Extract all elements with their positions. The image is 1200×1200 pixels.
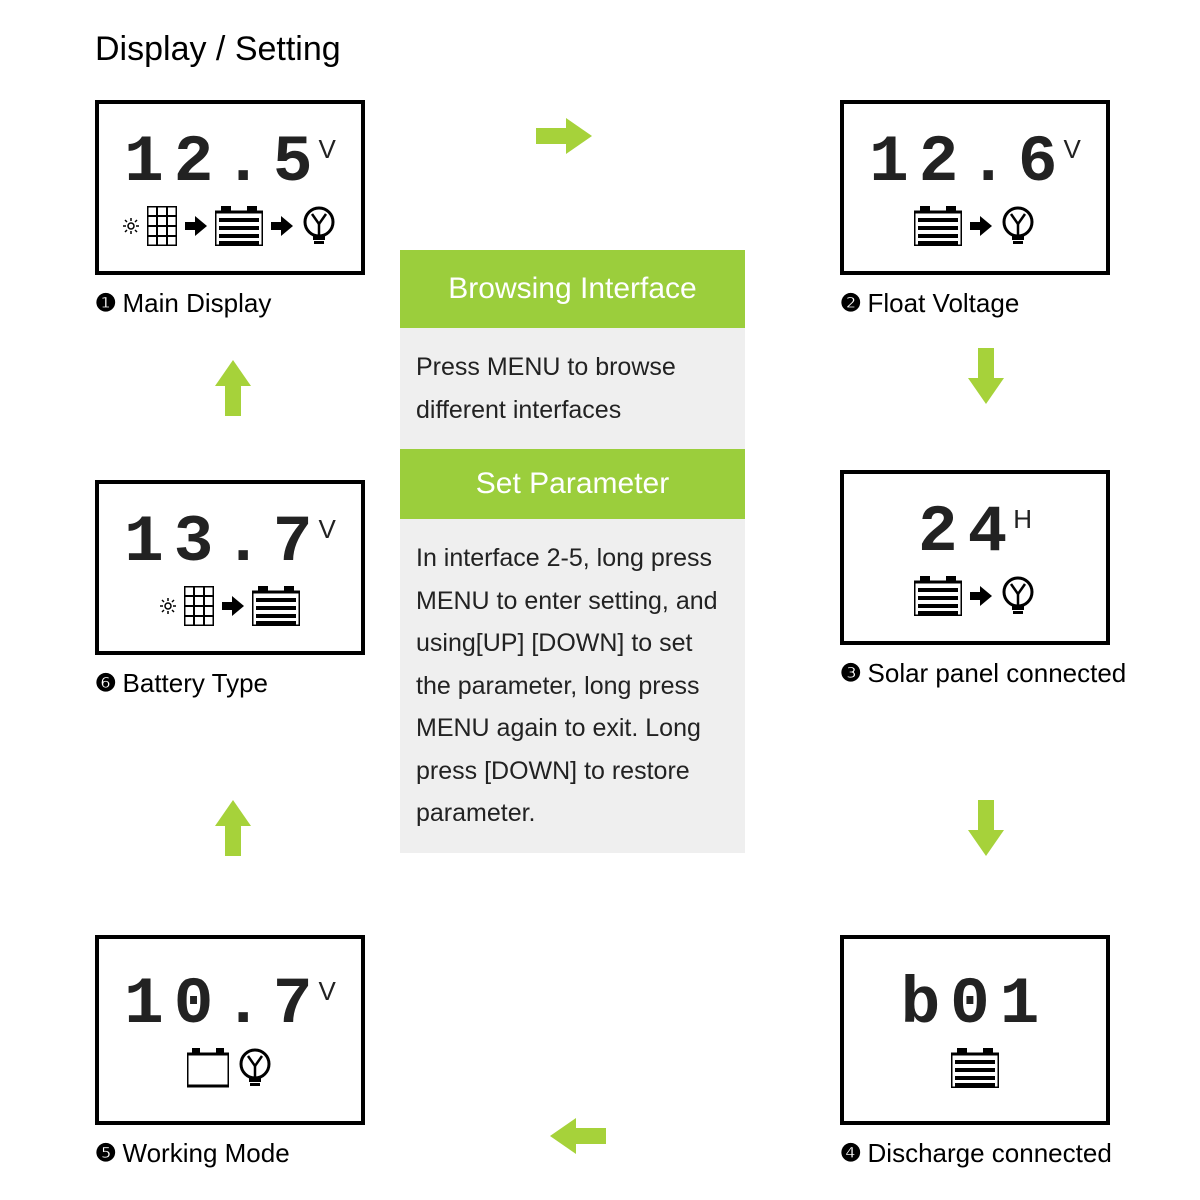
unit: H: [1013, 506, 1032, 532]
flow-arrow-icon: [968, 348, 1004, 404]
flow-arrow-icon: [215, 360, 251, 416]
sun-icon: [123, 218, 139, 234]
unit: V: [319, 978, 336, 1004]
screen-solar-connected: 24 H: [840, 470, 1110, 645]
flow-arrow-icon: [536, 118, 592, 154]
icon-row: [187, 1048, 273, 1088]
lcd-value: 13.7 V: [124, 510, 336, 576]
set-parameter-text: In interface 2-5, long press MENU to ent…: [400, 519, 745, 853]
icon-row: [123, 206, 337, 246]
battery-icon: [252, 586, 300, 626]
caption-text: Float Voltage: [868, 288, 1020, 319]
flow-arrow-icon: [550, 1118, 606, 1154]
screen-working-mode: 10.7 V: [95, 935, 365, 1125]
unit: V: [319, 136, 336, 162]
step-number: ❷: [840, 289, 862, 318]
lcd-value: b01: [901, 972, 1050, 1038]
caption-float-voltage: ❷ Float Voltage: [840, 288, 1019, 319]
step-number: ❶: [95, 289, 117, 318]
step-number: ❹: [840, 1139, 862, 1168]
value: b01: [901, 972, 1050, 1038]
value: 12.5: [124, 130, 322, 196]
icon-row: [160, 586, 300, 626]
battery-icon: [215, 206, 263, 246]
icon-row: [914, 206, 1036, 246]
lcd-value: 12.5 V: [124, 130, 336, 196]
bulb-icon: [1000, 206, 1036, 246]
page-title: Display / Setting: [95, 30, 341, 69]
caption-text: Solar panel connected: [868, 658, 1127, 689]
caption-text: Working Mode: [123, 1138, 290, 1169]
lcd-value: 24 H: [918, 500, 1032, 566]
step-number: ❻: [95, 669, 117, 698]
screen-float-voltage: 12.6 V: [840, 100, 1110, 275]
value: 24: [918, 500, 1017, 566]
step-number: ❺: [95, 1139, 117, 1168]
screen-main-display: 12.5 V: [95, 100, 365, 275]
sun-icon: [160, 598, 176, 614]
info-column: Browsing Interface Press MENU to browse …: [400, 250, 745, 853]
bulb-icon: [301, 206, 337, 246]
value: 12.6: [869, 130, 1067, 196]
arrow-icon: [970, 216, 992, 236]
value: 13.7: [124, 510, 322, 576]
battery-icon: [914, 206, 962, 246]
icon-row: [951, 1048, 999, 1088]
icon-row: [914, 576, 1036, 616]
browsing-interface-text: Press MENU to browse different interface…: [400, 328, 745, 449]
battery-outline-icon: [187, 1048, 229, 1088]
unit: V: [1064, 136, 1081, 162]
arrow-icon: [185, 216, 207, 236]
lcd-value: 12.6 V: [869, 130, 1081, 196]
battery-icon: [951, 1048, 999, 1088]
caption-main-display: ❶ Main Display: [95, 288, 271, 319]
browsing-interface-heading: Browsing Interface: [400, 250, 745, 328]
panel-icon: [147, 206, 177, 246]
caption-working-mode: ❺ Working Mode: [95, 1138, 290, 1169]
arrow-icon: [271, 216, 293, 236]
panel-icon: [184, 586, 214, 626]
caption-solar-connected: ❸ Solar panel connected: [840, 658, 1126, 689]
caption-text: Battery Type: [123, 668, 269, 699]
bulb-icon: [1000, 576, 1036, 616]
flow-arrow-icon: [215, 800, 251, 856]
screen-battery-type: 13.7 V: [95, 480, 365, 655]
value: 10.7: [124, 972, 322, 1038]
battery-icon: [914, 576, 962, 616]
caption-text: Discharge connected: [868, 1138, 1112, 1169]
bulb-icon: [237, 1048, 273, 1088]
unit: V: [319, 516, 336, 542]
caption-battery-type: ❻ Battery Type: [95, 668, 268, 699]
flow-arrow-icon: [968, 800, 1004, 856]
lcd-value: 10.7 V: [124, 972, 336, 1038]
step-number: ❸: [840, 659, 862, 688]
screen-discharge-connected: b01: [840, 935, 1110, 1125]
caption-discharge-connected: ❹ Discharge connected: [840, 1138, 1112, 1169]
caption-text: Main Display: [123, 288, 272, 319]
set-parameter-heading: Set Parameter: [400, 449, 745, 519]
arrow-icon: [970, 586, 992, 606]
arrow-icon: [222, 596, 244, 616]
